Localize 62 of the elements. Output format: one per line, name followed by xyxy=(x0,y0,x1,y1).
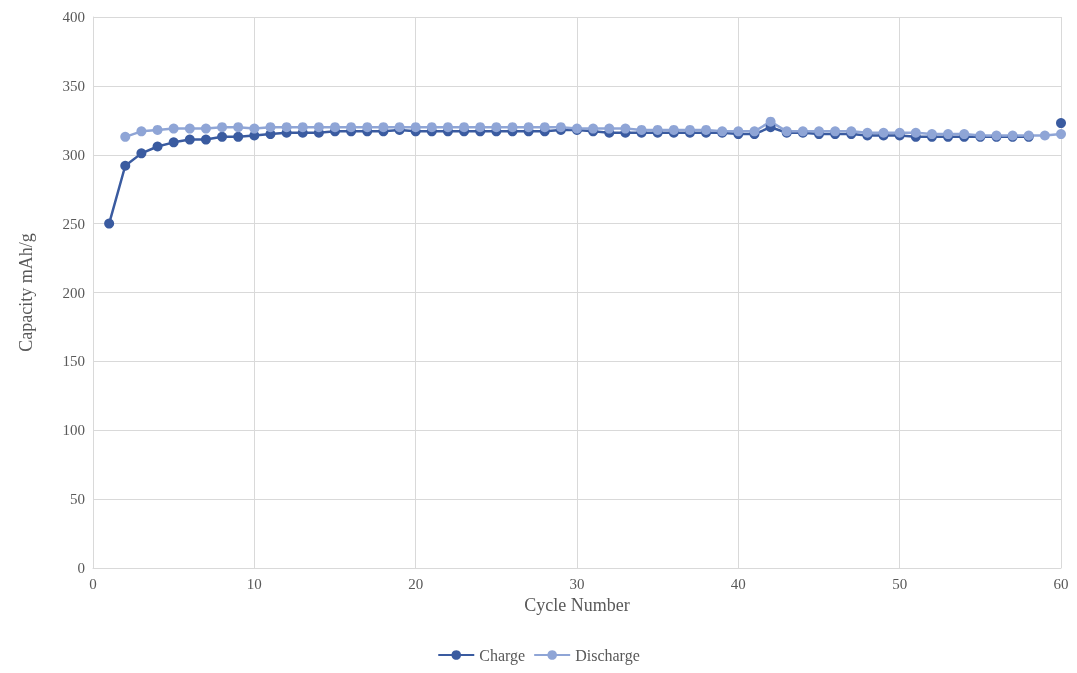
y-tick-label: 100 xyxy=(62,422,85,439)
point xyxy=(233,131,244,142)
x-tick-label: 0 xyxy=(89,575,97,592)
point xyxy=(249,123,260,134)
point xyxy=(539,122,550,133)
point xyxy=(1056,118,1066,129)
point xyxy=(184,123,195,134)
point xyxy=(1039,130,1050,141)
point xyxy=(120,131,131,142)
x-tick-label: 20 xyxy=(408,575,424,592)
point xyxy=(184,134,195,145)
x-axis-title: Cycle Number xyxy=(524,594,630,615)
point xyxy=(507,122,518,133)
point xyxy=(217,122,228,133)
point xyxy=(233,122,244,133)
point xyxy=(604,123,615,134)
x-tick-label: 10 xyxy=(246,575,262,592)
point xyxy=(281,122,292,133)
y-tick-label: 50 xyxy=(70,491,85,508)
point xyxy=(362,122,373,133)
point xyxy=(426,122,437,133)
point xyxy=(152,124,163,135)
point xyxy=(346,122,357,133)
x-tick-label: 50 xyxy=(892,575,908,592)
y-tick-label: 250 xyxy=(62,215,85,232)
point xyxy=(523,122,534,133)
point xyxy=(910,127,921,138)
point xyxy=(313,122,324,133)
y-axis-title: Capacity mAh/g xyxy=(16,233,36,352)
y-tick-label: 300 xyxy=(62,146,85,163)
point xyxy=(200,123,211,134)
point xyxy=(330,122,340,133)
x-tick-label: 60 xyxy=(1053,575,1069,592)
point xyxy=(620,123,631,134)
point xyxy=(265,122,276,133)
point xyxy=(475,122,486,133)
y-tick-label: 400 xyxy=(62,9,85,25)
point xyxy=(136,148,147,159)
point xyxy=(765,116,776,127)
point xyxy=(168,123,179,134)
point xyxy=(491,122,502,133)
point xyxy=(136,126,147,137)
x-tick-label: 30 xyxy=(569,575,585,592)
point xyxy=(378,122,389,133)
point xyxy=(459,122,470,133)
point xyxy=(152,141,163,152)
point xyxy=(1056,129,1066,140)
point xyxy=(200,134,211,145)
y-tick-label: 150 xyxy=(62,353,85,370)
point xyxy=(120,160,131,171)
point xyxy=(217,131,228,142)
legend-label: Discharge xyxy=(575,646,640,665)
point xyxy=(104,218,115,229)
legend-label: Charge xyxy=(479,646,526,665)
y-tick-label: 0 xyxy=(77,560,85,576)
point xyxy=(168,137,179,148)
y-tick-label: 200 xyxy=(62,284,85,301)
x-tick-label: 40 xyxy=(730,575,746,592)
point xyxy=(297,122,308,133)
point xyxy=(442,122,453,133)
point xyxy=(410,122,421,133)
y-tick-label: 350 xyxy=(62,77,85,94)
